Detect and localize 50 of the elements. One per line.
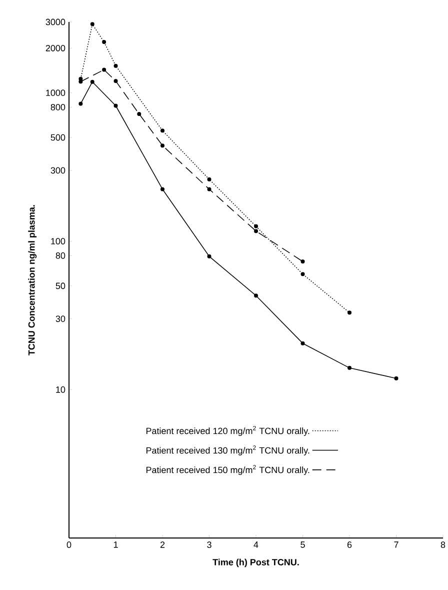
y-tick-label: 1000 — [46, 90, 66, 96]
x-tick-label: 1 — [114, 542, 118, 548]
y-tick-label: 2000 — [46, 44, 66, 52]
y-tick-label: 300 — [50, 167, 66, 174]
point — [394, 376, 398, 380]
x-tick-label: 6 — [347, 542, 352, 548]
y-tick-label: 10 — [56, 386, 66, 393]
x-tick-label: 8 — [440, 542, 446, 548]
y-tick-label: 50 — [56, 282, 66, 290]
point — [254, 294, 258, 298]
x-tick-label: 3 — [207, 542, 212, 548]
point — [90, 80, 94, 84]
point — [114, 79, 118, 84]
legend-label: Patient received 130 mg/m$^{2}$ TCNU orally. — [146, 446, 310, 456]
y-tick-label: 500 — [50, 134, 66, 141]
legend-label: Patient received 150 mg/m$^{2}$ TCNU orally. — [146, 465, 310, 475]
point — [102, 40, 106, 44]
x-tick-label: 0 — [66, 542, 72, 548]
point — [207, 187, 212, 192]
y-tick-label: 800 — [50, 104, 66, 110]
point — [160, 144, 164, 148]
y-tick-label: 30 — [56, 316, 66, 322]
point — [300, 272, 305, 276]
y-tick-label: 100 — [51, 238, 66, 244]
point — [160, 187, 164, 192]
point — [254, 224, 258, 228]
point — [102, 68, 106, 72]
x-tick-label: 4 — [254, 542, 258, 548]
point — [78, 102, 83, 106]
point — [254, 229, 258, 234]
x-tick-label: 7 — [394, 542, 398, 548]
point — [300, 259, 305, 264]
x-tick-label: 5 — [300, 542, 305, 548]
y-axis-title: TCNU Concentration ng/ml plasma. — [28, 205, 37, 356]
point — [90, 22, 94, 26]
x-tick-label: 2 — [160, 542, 165, 548]
point — [78, 80, 83, 84]
x-axis-title: Time (h) Post TCNU. — [212, 558, 299, 568]
point — [114, 104, 118, 108]
point — [207, 177, 212, 182]
point — [300, 341, 305, 346]
point — [207, 254, 212, 258]
point — [114, 64, 118, 68]
y-tick-label: 80 — [56, 252, 66, 259]
point — [348, 310, 352, 315]
legend-label: Patient received 120 mg/m$^{2}$ TCNU orally. — [146, 426, 310, 436]
point — [160, 128, 164, 133]
point — [137, 112, 142, 116]
y-tick-label: 3000 — [46, 18, 66, 26]
point — [348, 366, 352, 370]
